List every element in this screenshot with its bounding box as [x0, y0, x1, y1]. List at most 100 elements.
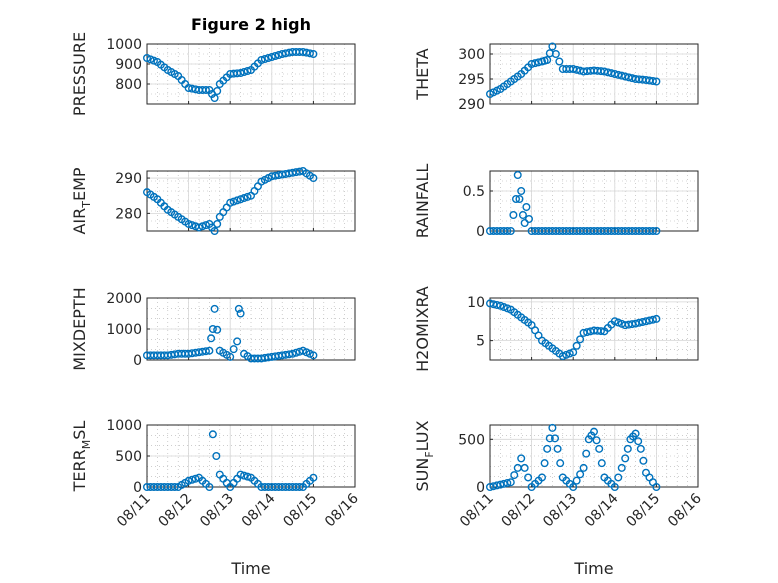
x-tick-label: 08/16 [665, 490, 705, 530]
y-tick-label: 1000 [106, 37, 142, 53]
data-point [201, 85, 210, 94]
data-point [188, 475, 197, 484]
data-point [295, 167, 304, 176]
data-point [525, 214, 534, 223]
panel-mixdepth: 0 1000 2000 MIXDEPTH [70, 287, 356, 371]
data-point [234, 304, 243, 313]
data-point [210, 304, 219, 313]
data-point [569, 483, 578, 492]
data-point [492, 300, 501, 309]
data-point [309, 174, 318, 183]
data-point [499, 303, 508, 312]
panel-air-temp: 280 290 AIRTEMP [70, 166, 356, 235]
y-tick-label: 5 [476, 334, 485, 350]
y-tick-label: 800 [115, 77, 142, 93]
data-point [210, 93, 219, 102]
data-point [170, 483, 179, 492]
data-point [205, 346, 214, 355]
data-point [226, 198, 235, 207]
data-point [201, 347, 210, 356]
data-point [236, 195, 245, 204]
panel-h2omixra: 5 10 H2OMIXRA [413, 286, 699, 372]
x-tick-label: 08/15 [623, 491, 663, 531]
data-point [524, 473, 533, 482]
data-point [597, 459, 606, 468]
data-point [257, 56, 266, 65]
data-point [569, 348, 578, 357]
data-point [548, 423, 557, 432]
axes-frame [146, 43, 356, 105]
data-point [264, 54, 273, 63]
data-point [648, 226, 657, 235]
data-point [517, 454, 526, 463]
x-axis-label-left: Time [230, 559, 270, 578]
data-point [595, 444, 604, 453]
data-point [540, 459, 549, 468]
data-point [520, 218, 529, 227]
x-axis-label-right: Time [573, 559, 613, 578]
y-tick-label: 0.5 [463, 184, 485, 200]
data-point [558, 352, 567, 361]
data-point [520, 463, 529, 472]
data-point [551, 434, 560, 443]
data-point [543, 56, 552, 65]
data-point [562, 350, 571, 359]
data-point [617, 463, 626, 472]
y-tick-label: 280 [115, 206, 142, 222]
x-tick-label: 08/13 [540, 491, 580, 531]
data-point [582, 449, 591, 458]
data-point [506, 226, 515, 235]
panel-theta: 290 295 300 THETA [413, 42, 699, 113]
data-point [614, 473, 623, 482]
data-point [592, 436, 601, 445]
data-point [652, 77, 661, 86]
data-point [243, 66, 252, 75]
data-point [636, 444, 645, 453]
data-point [565, 349, 574, 358]
data-point [503, 226, 512, 235]
x-tick-label: 08/12 [156, 491, 196, 531]
data-point [553, 444, 562, 453]
panel-terr-msl: 0 500 1000 08/11 08/12 08/13 08/14 08/15 08/16 TE… [70, 418, 362, 530]
y-tick-label: 10 [467, 295, 485, 311]
data-point [621, 454, 630, 463]
data-point [229, 345, 238, 354]
data-point [191, 474, 200, 483]
x-tick-label: 08/16 [322, 490, 362, 530]
data-point [652, 483, 661, 492]
data-point [652, 226, 661, 235]
x-tick-label: 08/15 [280, 491, 320, 531]
data-point [551, 50, 560, 59]
data-point [513, 170, 522, 179]
data-point [236, 309, 245, 318]
data-point [309, 351, 318, 360]
y-axis-label: MIXDEPTH [70, 287, 89, 370]
y-tick-label: 0 [133, 353, 142, 369]
data-point [509, 210, 518, 219]
y-tick-label: 2000 [106, 291, 142, 307]
y-tick-label: 500 [115, 449, 142, 465]
data-point [610, 483, 619, 492]
data-point [233, 196, 242, 205]
axes-frame [146, 170, 356, 232]
data-point [614, 318, 623, 327]
data-point [623, 444, 632, 453]
y-tick-label: 900 [115, 57, 142, 73]
y-tick-label: 290 [115, 171, 142, 187]
y-tick-label: 500 [458, 432, 485, 448]
data-point [634, 437, 643, 446]
data-point [208, 430, 217, 439]
data-point [522, 202, 531, 211]
y-axis-label: SUNFLUX [413, 420, 436, 491]
y-tick-label: 295 [458, 72, 485, 88]
data-point [267, 53, 276, 62]
data-point [233, 337, 242, 346]
data-point [226, 352, 235, 361]
data-point [545, 434, 554, 443]
data-point [205, 483, 214, 492]
data-point [243, 192, 252, 201]
x-tick-label: 08/11 [457, 491, 497, 531]
data-point [208, 325, 217, 334]
x-tick-label: 08/12 [499, 491, 539, 531]
data-point [517, 186, 526, 195]
